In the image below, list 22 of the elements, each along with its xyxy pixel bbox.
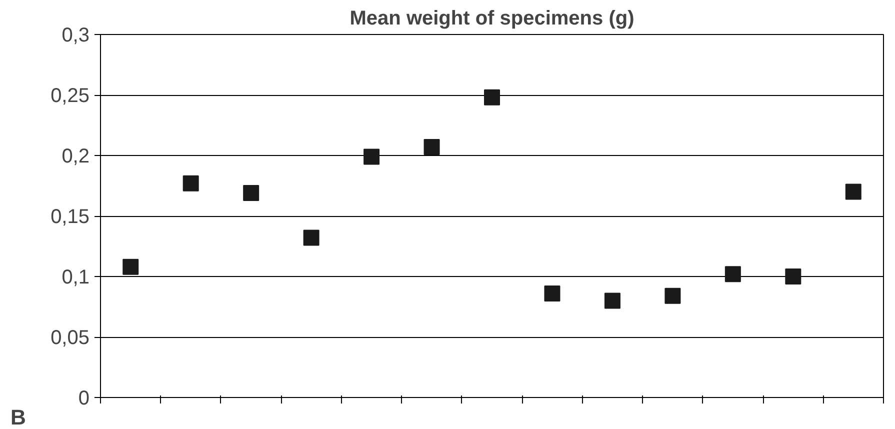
point: [424, 139, 440, 156]
point: [664, 288, 681, 304]
point: [604, 292, 620, 309]
y-tick-label: 0: [78, 388, 90, 410]
y-tick-label: 0,25: [50, 85, 90, 107]
y-tick-label: 0,1: [62, 266, 90, 288]
point: [364, 148, 380, 165]
point: [122, 258, 139, 275]
text: B: [10, 406, 26, 429]
point: [243, 185, 260, 202]
point: [845, 184, 862, 200]
point: [182, 175, 199, 192]
y-tick-label: 0,2: [62, 146, 90, 168]
y-tick-label: 0,15: [50, 206, 90, 228]
point: [544, 285, 560, 302]
point: [785, 268, 802, 284]
point: [724, 266, 741, 282]
chart-title: Mean weight of specimens (g): [350, 8, 634, 30]
point: [303, 230, 320, 246]
y-tick-label: 0,3: [62, 24, 90, 46]
y-tick-label: 0,05: [50, 327, 90, 349]
point: [484, 89, 500, 106]
